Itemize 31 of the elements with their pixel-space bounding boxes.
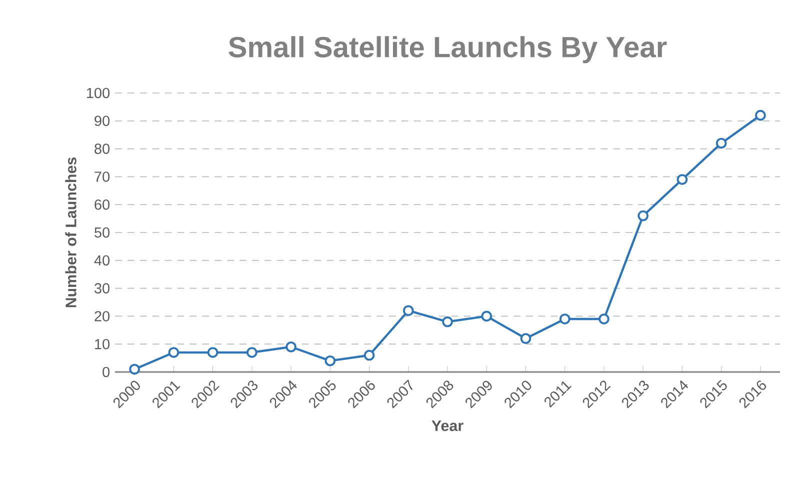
point [246,347,258,358]
y-tick-label: 50 [94,227,110,238]
point [716,138,727,149]
y-axis-title: Number of Launches [65,157,76,308]
y-tick-label: 70 [94,172,110,182]
y-tick-label: 40 [94,255,110,266]
point [559,314,570,324]
point [207,347,218,358]
point [324,355,336,366]
point [129,364,140,375]
point [402,305,414,316]
y-tick-label: 0 [102,366,110,378]
y-tick-label: 80 [94,144,110,154]
point [168,347,180,358]
y-tick-label: 60 [94,199,110,210]
chart-title: Small Satellite Launchs By Year [228,36,667,64]
x-axis-title: Year [432,420,464,432]
point [442,316,453,328]
y-tick-label: 100 [86,88,110,98]
point [598,314,610,324]
point [755,110,766,121]
y-tick-label: 10 [95,338,110,350]
point [286,341,296,352]
y-tick-label: 20 [94,311,110,322]
point [638,210,648,222]
point [676,174,688,185]
point [364,350,375,361]
y-tick-label: 90 [94,116,110,126]
y-tick-label: 30 [94,283,110,294]
point [520,333,532,344]
point [481,310,492,322]
